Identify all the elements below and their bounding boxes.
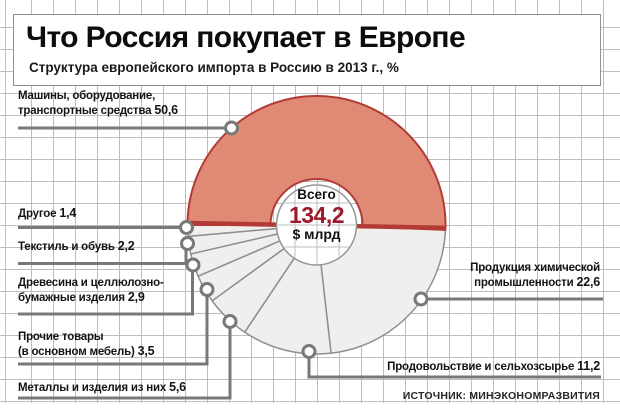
page-subtitle: Структура европейского импорта в Россию … [29, 60, 399, 75]
marker-dot-other [179, 220, 194, 235]
leader-line-other-goods [18, 289, 209, 366]
leader-line-textiles [18, 243, 188, 265]
marker-dot-metals [222, 314, 238, 329]
leader-line-food [307, 351, 601, 379]
marker-dot-food [301, 344, 317, 359]
marker-dot-other-goods [199, 282, 215, 297]
center-grid-lines [277, 186, 356, 264]
pie-segment-chemicals [315, 224, 447, 354]
marker-dot-machines [224, 120, 239, 136]
page-title: Что Россия покупает в Европе [26, 21, 466, 54]
source-credit: ИСТОЧНИК: МИНЭКОНОМРАЗВИТИЯ [402, 390, 600, 402]
marker-dot-chemicals [413, 291, 429, 307]
marker-dot-textiles [180, 236, 195, 251]
leader-line-metals [18, 321, 232, 400]
header: Что Россия покупает в Европе Структура е… [13, 14, 601, 86]
marker-dot-wood [185, 257, 201, 273]
leader-line-wood [18, 265, 194, 316]
